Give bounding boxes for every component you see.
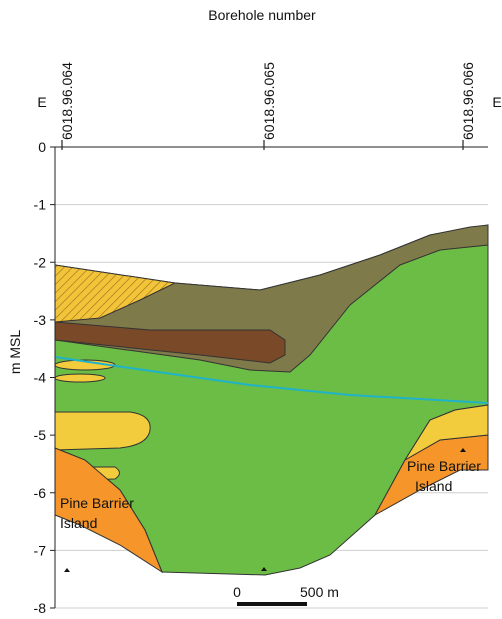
y-tick-label: -4 xyxy=(34,370,47,386)
y-tick-label: -3 xyxy=(34,312,47,328)
y-tick-label: -8 xyxy=(34,600,47,616)
sand-lens xyxy=(55,374,105,382)
y-tick-label: -2 xyxy=(34,254,47,270)
y-tick-label: -7 xyxy=(34,542,47,558)
y-tick-label: -1 xyxy=(34,197,47,213)
boreholes xyxy=(62,140,463,150)
cross-section: Borehole number E E 6018.96.064 6018.96.… xyxy=(0,0,502,619)
y-tick-label: -5 xyxy=(34,427,47,443)
title: Borehole number xyxy=(208,7,316,23)
annotation-line: Island xyxy=(415,478,452,494)
borehole-label: 6018.96.065 xyxy=(261,62,277,140)
direction-label: E xyxy=(492,94,501,110)
y-tick-label: -6 xyxy=(34,485,47,501)
annotation-line: Island xyxy=(60,515,97,531)
annotation-line: Pine Barrier xyxy=(60,495,134,511)
scale-start: 0 xyxy=(233,584,241,600)
scale-bar xyxy=(237,602,307,606)
y-axis-label: m MSL xyxy=(7,330,23,375)
direction-label: E xyxy=(37,94,46,110)
layers xyxy=(55,225,488,575)
scale-end: 500 m xyxy=(300,584,339,600)
sand-lens xyxy=(55,412,150,450)
annotation-line: Pine Barrier xyxy=(407,458,481,474)
borehole-label: 6018.96.064 xyxy=(59,62,75,140)
borehole-label: 6018.96.066 xyxy=(460,62,476,140)
y-tick-label: 0 xyxy=(38,139,46,155)
